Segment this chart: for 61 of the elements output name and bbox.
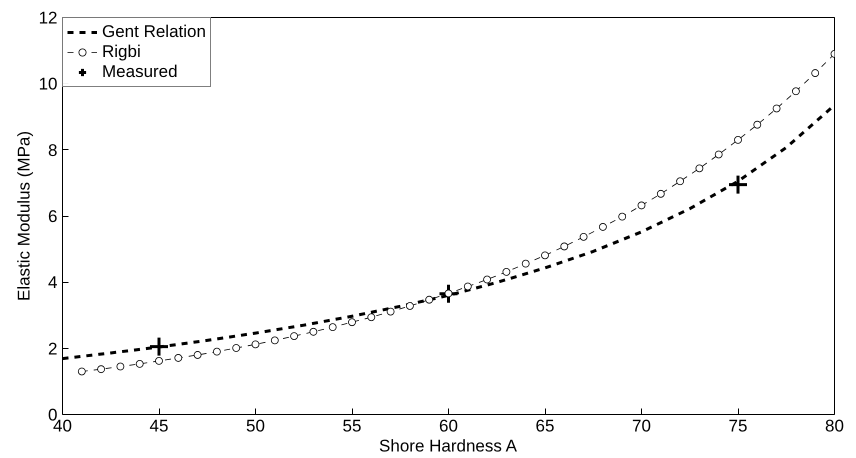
x-tick-label: 50 xyxy=(246,416,265,436)
point xyxy=(541,251,549,260)
point xyxy=(811,69,820,77)
point xyxy=(728,174,748,196)
x-tick-label: 45 xyxy=(150,416,168,436)
point xyxy=(618,212,626,221)
y-tick-label: 6 xyxy=(48,207,58,226)
point xyxy=(148,336,170,358)
point xyxy=(599,223,607,231)
point xyxy=(696,164,704,172)
point xyxy=(676,177,684,186)
point xyxy=(78,368,86,376)
x-tick-label: 80 xyxy=(825,416,844,436)
point xyxy=(734,136,742,144)
point xyxy=(753,120,762,129)
y-tick-label: 8 xyxy=(48,140,58,160)
point xyxy=(328,323,337,332)
y-tick-label: 4 xyxy=(48,273,58,292)
point xyxy=(560,242,568,250)
x-tick-label: 65 xyxy=(536,416,554,436)
x-axis-title: Shore Hardness A xyxy=(379,436,518,456)
point xyxy=(406,302,414,310)
point xyxy=(638,202,646,210)
point xyxy=(194,351,202,359)
point xyxy=(290,332,298,340)
legend-label: Rigbi xyxy=(102,42,141,62)
point xyxy=(270,336,279,344)
point xyxy=(232,344,240,352)
point xyxy=(116,362,124,370)
point xyxy=(502,268,510,276)
y-tick-label: 12 xyxy=(38,8,58,28)
x-tick-label: 75 xyxy=(728,416,748,436)
legend-label: Gent Relation xyxy=(102,22,206,42)
point xyxy=(464,282,472,290)
y-tick-label: 10 xyxy=(38,74,58,94)
point xyxy=(310,328,318,336)
point xyxy=(772,104,780,112)
point xyxy=(792,87,800,96)
x-tick-label: 70 xyxy=(632,416,651,436)
legend-label: Measured xyxy=(102,62,178,82)
point xyxy=(522,260,530,268)
point xyxy=(97,365,105,374)
point xyxy=(174,354,182,362)
point xyxy=(425,296,434,304)
point xyxy=(155,357,163,365)
y-axis-title: Elastic Modulus (MPa) xyxy=(14,130,34,302)
point xyxy=(656,190,665,198)
point xyxy=(136,360,144,368)
point xyxy=(714,150,723,158)
point xyxy=(438,283,459,304)
point xyxy=(386,308,394,316)
point xyxy=(580,232,588,241)
x-tick-label: 55 xyxy=(342,416,362,436)
point xyxy=(252,340,260,348)
point xyxy=(348,318,356,326)
point xyxy=(213,348,221,356)
y-tick-label: 2 xyxy=(48,339,58,358)
x-tick-label: 60 xyxy=(439,416,458,436)
point xyxy=(444,290,452,298)
point xyxy=(483,276,491,284)
point xyxy=(367,313,376,322)
